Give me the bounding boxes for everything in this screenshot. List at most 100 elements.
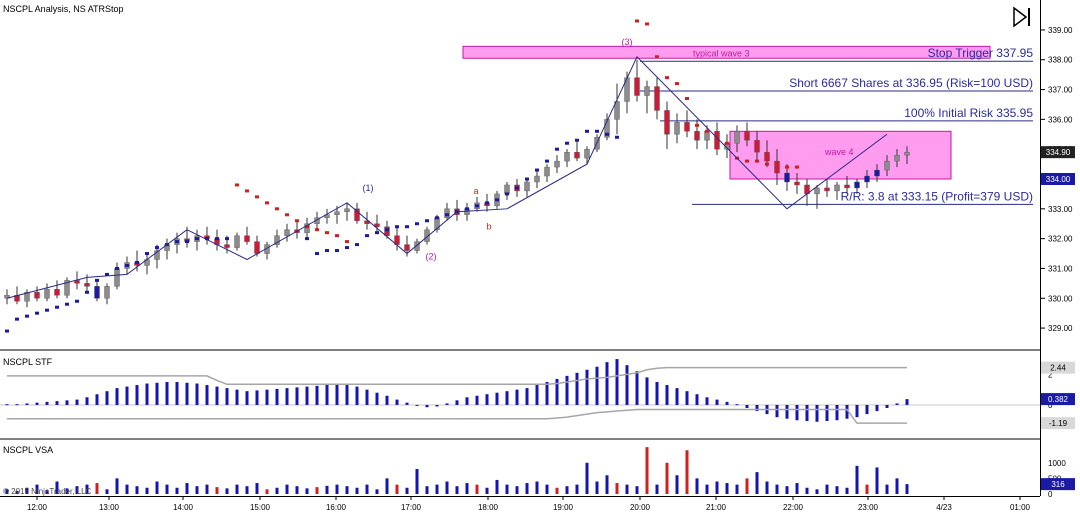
vsa-bar — [125, 484, 129, 494]
wave-4-label: wave 4 — [824, 147, 854, 157]
stop-long-dot — [345, 246, 349, 250]
vsa-bar — [685, 450, 689, 494]
vsa-bar — [645, 447, 649, 494]
stf-bar — [295, 387, 299, 405]
candle-body — [554, 160, 560, 168]
stf-bar — [445, 403, 449, 405]
stf-bar — [365, 389, 369, 405]
time-tick-label: 01:00 — [1010, 503, 1031, 512]
vsa-bar — [705, 484, 709, 494]
wave-line — [6, 55, 888, 299]
skip-to-end-icon[interactable] — [1010, 6, 1034, 28]
stf-bar — [235, 389, 239, 405]
stf-bar — [335, 384, 339, 405]
stop-long-dot — [125, 263, 129, 267]
stf-bar — [155, 382, 159, 405]
vsa-bar — [495, 479, 499, 494]
stf-bar — [585, 369, 589, 405]
candle-body — [884, 160, 890, 171]
stf-bar — [355, 386, 359, 405]
stf-bar — [75, 399, 79, 405]
candle-body — [64, 280, 70, 296]
stf-bar — [325, 385, 329, 405]
vsa-bar — [585, 462, 589, 494]
stf-bar — [135, 385, 139, 405]
level-label: Stop Trigger 337.95 — [928, 46, 1034, 60]
vsa-bar — [565, 486, 569, 494]
stf-bar — [575, 372, 579, 405]
stf-bar — [195, 383, 199, 405]
candle-body — [604, 119, 610, 138]
price-tick-label: 329.00 — [1048, 324, 1073, 333]
price-tick-label: 332.00 — [1048, 235, 1073, 244]
stop-short-dot — [785, 165, 789, 169]
stop-long-dot — [205, 237, 209, 241]
vsa-bar — [75, 486, 79, 494]
vsa-bar — [295, 486, 299, 494]
stf-bar — [345, 385, 349, 405]
wave-label: (3) — [622, 37, 633, 47]
stop-long-dot — [585, 129, 589, 133]
vsa-bar — [245, 486, 249, 494]
price-tick-label: 337.00 — [1048, 86, 1073, 95]
vsa-bar — [675, 475, 679, 494]
stf-bar — [795, 404, 799, 421]
vsa-bar — [15, 490, 19, 494]
stf-bar — [315, 385, 319, 405]
stop-long-dot — [305, 237, 309, 241]
wave-label: a — [473, 186, 478, 196]
stf-tick-label: 0 — [1048, 401, 1053, 410]
stop-long-dot — [615, 135, 619, 139]
vsa-bar — [625, 484, 629, 494]
stop-long-dot — [435, 216, 439, 220]
price-tick-label: 330.00 — [1048, 294, 1073, 303]
vsa-bar — [815, 489, 819, 494]
vsa-bar — [155, 481, 159, 494]
wave-label: (2) — [426, 252, 437, 262]
candle-body — [834, 184, 840, 192]
vsa-value-badge — [1041, 478, 1075, 491]
axes-layer: 329.00330.00331.00332.00333.00334.00335.… — [27, 26, 1075, 512]
vsa-value-badge-text: 316 — [1051, 480, 1065, 489]
vsa-bar — [345, 486, 349, 494]
vsa-bar — [745, 478, 749, 494]
stf-bar — [605, 362, 609, 405]
stop-long-dot — [75, 299, 79, 303]
stf-bar — [15, 404, 19, 406]
stop-long-dot — [405, 225, 409, 229]
time-tick-label: 16:00 — [326, 503, 347, 512]
vsa-bar — [485, 487, 489, 494]
stop-short-dot — [325, 231, 329, 235]
stf-bar — [375, 392, 379, 405]
time-tick-label: 4/23 — [936, 503, 952, 512]
candle-body — [644, 86, 650, 96]
zones-layer: typical wave 3 wave 4 — [462, 45, 991, 180]
stop-short-dot — [645, 22, 649, 26]
stf-bar — [165, 382, 169, 405]
candle-body — [114, 268, 120, 287]
vsa-bar — [415, 469, 419, 494]
vsa-bar — [235, 484, 239, 494]
stf-bar — [385, 395, 389, 405]
candle-body — [544, 166, 550, 177]
candle-body — [844, 184, 850, 189]
vsa-bar — [535, 481, 539, 494]
candle-body — [584, 148, 590, 159]
vsa-bar — [375, 489, 379, 494]
candle-body — [104, 286, 110, 299]
candle-body — [414, 241, 420, 251]
vsa-bar — [355, 487, 359, 494]
candle-body — [614, 101, 620, 120]
vsa-bar — [715, 481, 719, 494]
stop-short-dot — [255, 195, 259, 199]
stf-bar — [145, 383, 149, 405]
levels-layer: Stop Trigger 337.95 Short 6667 Shares at … — [640, 46, 1034, 205]
time-tick-label: 14:00 — [173, 503, 194, 512]
stop-long-dot — [195, 237, 199, 241]
stop-long-dot — [95, 278, 99, 282]
stf-bar — [845, 404, 849, 419]
vsa-bar — [795, 483, 799, 494]
stf-bar — [805, 404, 809, 421]
stf-bar — [455, 400, 459, 405]
